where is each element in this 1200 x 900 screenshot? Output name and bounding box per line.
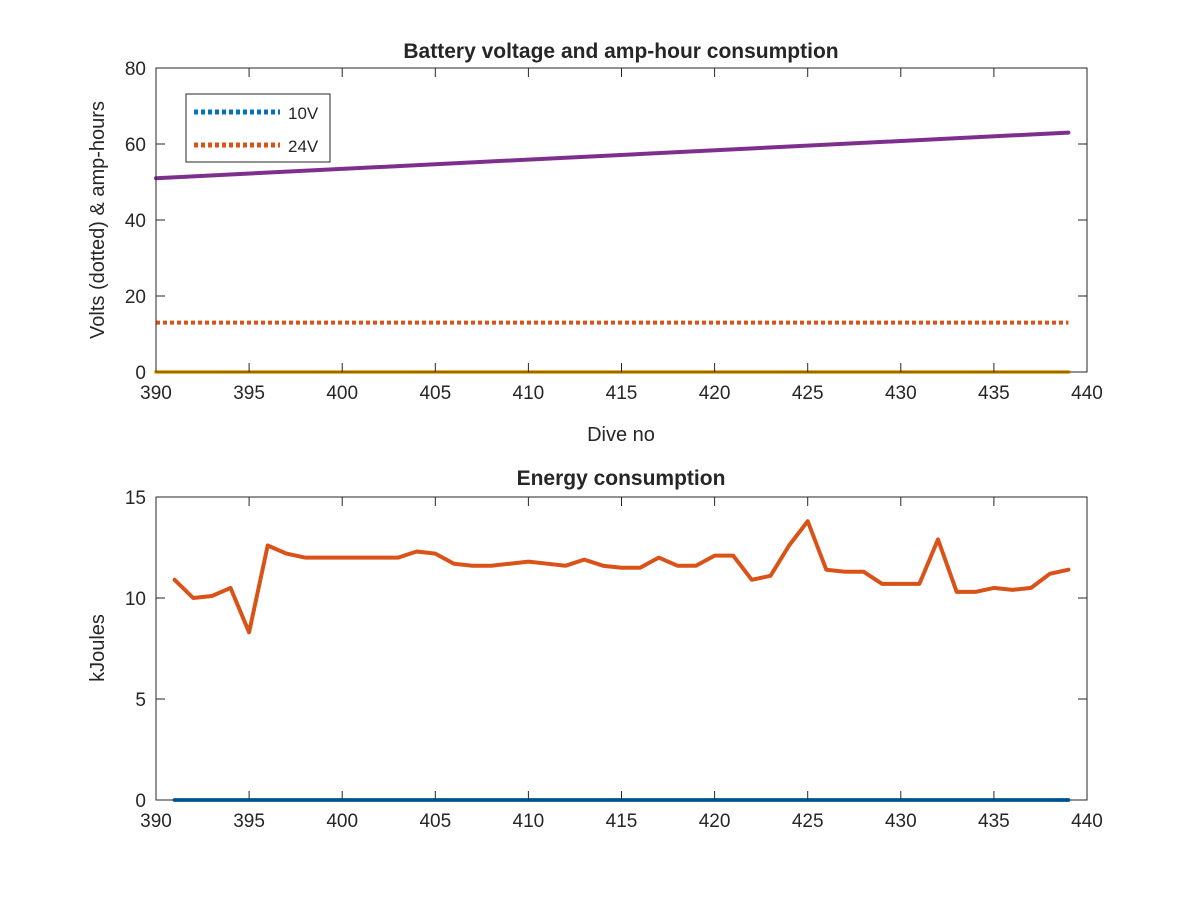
bottom-axes: 390 395 400 405 410 415 420 425 430 435 440051015 … xyxy=(87,467,1103,832)
top-y-tick-label: 60 xyxy=(125,135,146,156)
bottom-x-tick-label: 435 xyxy=(978,811,1010,832)
bottom-x-tick-label: 395 xyxy=(233,811,265,832)
top-x-tick-label: 400 xyxy=(326,383,358,404)
top-x-tick-label: 435 xyxy=(978,383,1010,404)
top-ticks-group: 390 395 400 405 410 415 420 425 430 435 440 0 20 40 60… xyxy=(125,59,1103,404)
legend-label-24v: 24V xyxy=(288,137,319,156)
top-x-tick-label: 430 xyxy=(885,383,917,404)
top-y-tick-label: 20 xyxy=(125,287,146,308)
bottom-x-tick-label: 440 xyxy=(1071,811,1103,832)
top-x-tick-label: 425 xyxy=(792,383,824,404)
bottom-y-tick-label: 15 xyxy=(125,488,146,509)
bottom-x-tick-label: 400 xyxy=(326,811,358,832)
top-x-axis-label: Dive no xyxy=(587,424,655,446)
top-x-tick-label: 395 xyxy=(233,383,265,404)
top-axes: 390 395 400 405 410 415 420 425 430 435 440 0 20 40 60… xyxy=(87,40,1103,446)
top-chart-title: Battery voltage and amp-hour consumption xyxy=(403,40,838,63)
top-x-tick-label: 415 xyxy=(606,383,638,404)
top-y-tick-label: 0 xyxy=(135,363,146,384)
top-x-tick-label: 405 xyxy=(419,383,451,404)
bottom-x-tick-label: 390 xyxy=(140,811,172,832)
top-x-tick-label: 440 xyxy=(1071,383,1103,404)
bottom-x-tick-label: 420 xyxy=(699,811,731,832)
top-y-tick-label: 80 xyxy=(125,59,146,80)
legend-label-10v: 10V xyxy=(288,104,319,123)
legend: 10V 24V xyxy=(185,93,331,163)
legend-box xyxy=(185,93,331,163)
bottom-y-tick-label: 0 xyxy=(135,791,146,812)
bottom-x-tick-label: 425 xyxy=(792,811,824,832)
top-series-line-3 xyxy=(154,130,1071,181)
top-y-tick-label: 40 xyxy=(125,211,146,232)
top-x-tick-label: 390 xyxy=(140,383,172,404)
bottom-plot-area xyxy=(156,497,1087,800)
top-y-axis-label: Volts (dotted) & amp-hours xyxy=(87,101,109,339)
bottom-chart-title: Energy consumption xyxy=(517,467,726,490)
bottom-y-tick-label: 10 xyxy=(125,589,146,610)
bottom-x-tick-label: 405 xyxy=(419,811,451,832)
top-x-tick-label: 410 xyxy=(513,383,545,404)
bottom-x-tick-label: 410 xyxy=(513,811,545,832)
bottom-series-line-1 xyxy=(172,519,1071,635)
bottom-y-axis-label: kJoules xyxy=(87,614,109,682)
top-x-tick-label: 420 xyxy=(699,383,731,404)
bottom-x-tick-label: 430 xyxy=(885,811,917,832)
bottom-x-tick-label: 415 xyxy=(606,811,638,832)
bottom-ticks-group: 390 395 400 405 410 415 420 425 430 435 440 0 5 10 15 xyxy=(125,488,1103,832)
bottom-y-tick-label: 5 xyxy=(135,690,146,711)
